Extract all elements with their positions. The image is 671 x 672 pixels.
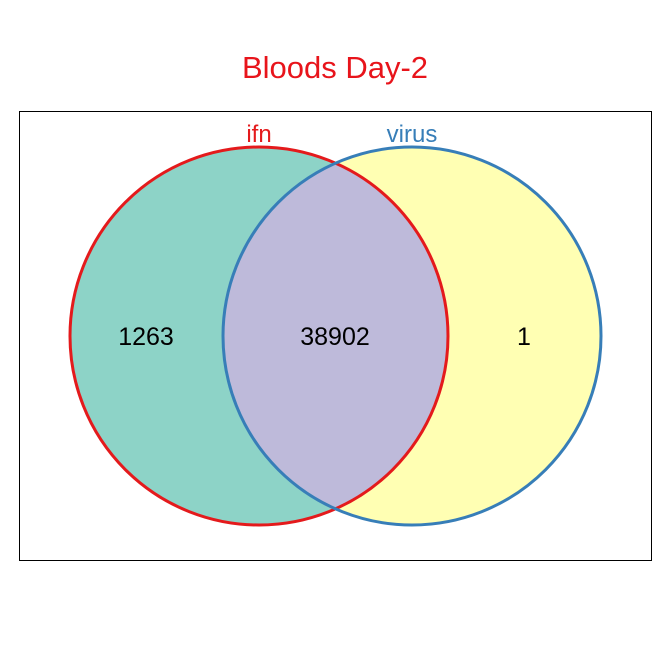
diagram-title: Bloods Day-2 — [242, 50, 428, 85]
set-virus-border — [221, 145, 603, 527]
intersection-count: 38902 — [300, 323, 370, 351]
overlap-region — [223, 147, 448, 525]
ifn-only-count: 1263 — [118, 323, 174, 351]
set-ifn-label: ifn — [246, 121, 271, 148]
virus-only-count: 1 — [517, 323, 531, 351]
set-ifn-border — [68, 145, 450, 527]
plot-frame — [19, 111, 652, 561]
set-virus-label: virus — [387, 121, 438, 148]
